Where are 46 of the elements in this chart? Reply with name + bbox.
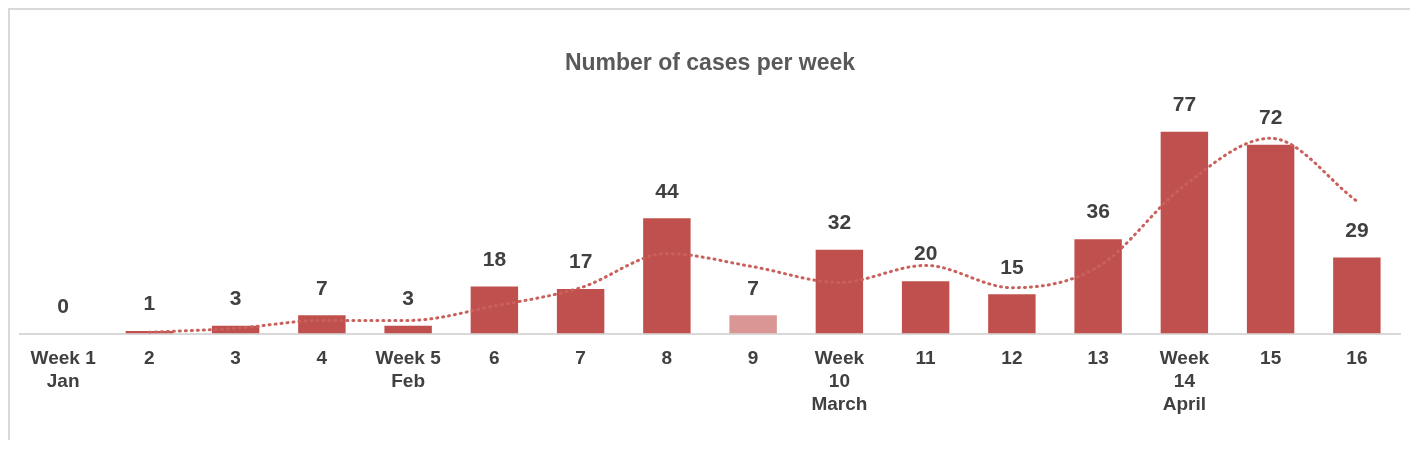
x-tick-label: 9 (747, 347, 759, 369)
data-label: 17 (568, 249, 593, 273)
data-label: 3 (229, 286, 242, 310)
data-label: 29 (1345, 217, 1369, 241)
data-label: 1 (143, 291, 156, 315)
x-tick-label: 3 (230, 347, 241, 369)
x-tick-label: 13 (1087, 347, 1109, 369)
bar (1333, 257, 1381, 334)
x-tick-label: Week 1 Jan (30, 347, 97, 392)
bar (643, 218, 691, 334)
bar (384, 325, 432, 334)
chart-title: Number of cases per week (564, 49, 856, 76)
x-tick-label: 12 (1001, 347, 1023, 369)
x-tick-label: 6 (489, 347, 500, 369)
x-tick-label: Week 10 March (811, 347, 868, 414)
data-label: 20 (913, 241, 938, 265)
bar (988, 294, 1036, 334)
data-label: 72 (1258, 105, 1283, 129)
data-label: 3 (402, 286, 414, 310)
x-tick-label: 11 (915, 347, 937, 369)
bar (1074, 239, 1122, 334)
bar (815, 249, 864, 334)
data-label: 44 (655, 178, 679, 202)
bar (556, 289, 605, 334)
data-label: 15 (1000, 254, 1024, 278)
bar (1246, 144, 1295, 334)
x-tick-label: 15 (1260, 347, 1282, 369)
data-label: 77 (1172, 91, 1197, 115)
data-label: 18 (482, 246, 507, 270)
bar (298, 315, 346, 334)
data-label: 36 (1086, 199, 1110, 223)
bar (470, 286, 519, 334)
bar (901, 281, 950, 334)
bar (1160, 131, 1209, 334)
data-label: 7 (316, 275, 328, 299)
x-tick-label: 16 (1346, 347, 1368, 369)
bar (729, 315, 777, 334)
data-label: 0 (57, 293, 69, 317)
x-tick-label: Week 5 Feb (375, 347, 442, 392)
x-tick-label: Week 14 April (1159, 347, 1210, 414)
x-tick-label: 7 (575, 347, 586, 369)
data-label: 32 (827, 209, 852, 233)
x-tick-label: 4 (316, 347, 328, 369)
x-tick-label: 8 (661, 347, 673, 369)
data-label: 7 (747, 275, 759, 299)
x-tick-label: 2 (144, 347, 155, 369)
